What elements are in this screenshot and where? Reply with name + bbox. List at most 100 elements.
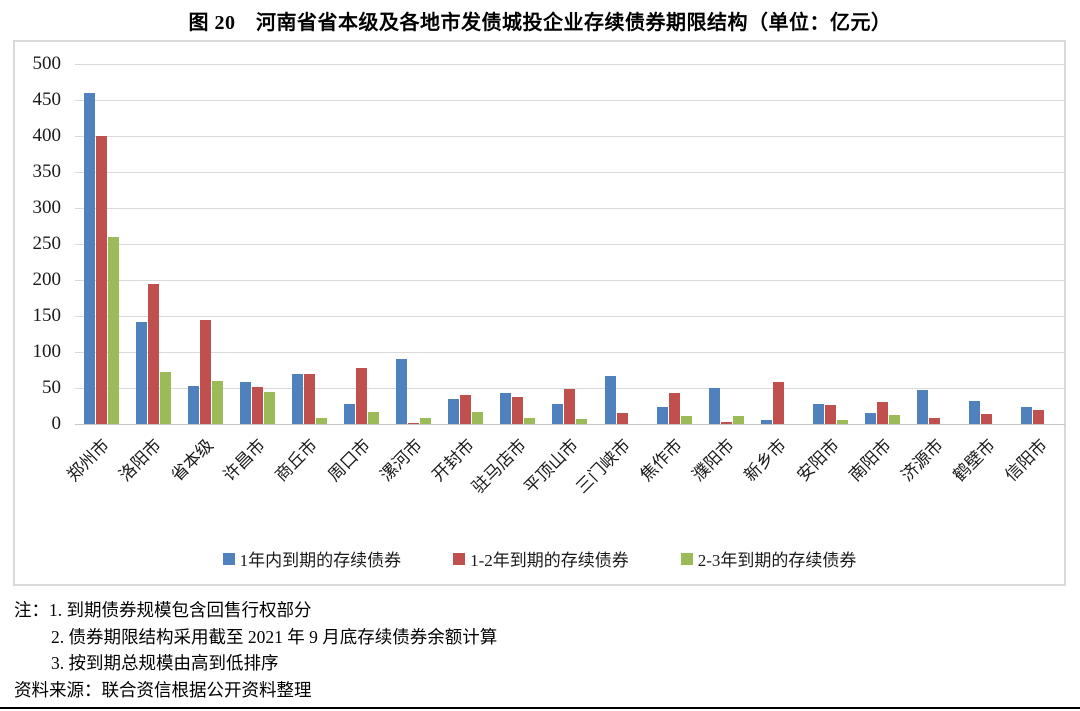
y-axis-tick-label: 50 [42,377,61,398]
bar-group [1013,64,1065,424]
bar [95,136,107,424]
legend-item: 1年内到期的存续债券 [222,546,401,571]
y-axis-tick-label: 500 [32,53,62,74]
chart-frame: 1年内到期的存续债券 1-2年到期的存续债券 2-3年到期的存续债券 0 50 100 1… [13,40,1066,586]
bar-group [961,64,1013,424]
bar [448,398,460,424]
x-axis-line [75,424,1065,425]
bar [656,406,668,424]
bar-group [804,64,856,424]
bar-group [648,64,700,424]
bar [147,283,159,424]
legend-swatch-icon [680,552,693,565]
plot-area [75,64,1065,425]
footnote-line: 3. 按到期总规模由高到低排序 [51,653,279,673]
bar [159,372,171,424]
bar [552,403,564,424]
legend-item: 2-3年到期的存续债券 [680,546,857,571]
y-axis-tick-label: 100 [32,341,62,362]
bar [865,413,877,424]
gridline [75,280,1065,281]
legend-label: 1-2年到期的存续债券 [470,551,629,570]
bar [187,385,199,424]
bar [239,382,251,424]
bar-group [388,64,440,424]
bar-group [440,64,492,424]
bar-group [283,64,335,424]
bar [263,391,275,424]
bar-group [336,64,388,424]
bar [917,390,929,424]
bar [564,388,576,424]
y-axis-tick-label: 150 [32,305,62,326]
bar [837,419,849,424]
bar [708,388,720,424]
bar [408,422,420,424]
bar [303,374,315,424]
bar [524,418,536,424]
legend-label: 2-3年到期的存续债券 [697,551,857,570]
y-axis-tick-label: 0 [51,413,62,434]
bar-group [544,64,596,424]
footnotes: 注：1. 到期债券规模包含回售行权部分 2. 债券期限结构采用截至 2021 年… [14,597,497,703]
bar [500,393,512,424]
bar-group [179,64,231,424]
gridline [75,352,1065,353]
bar [604,375,616,424]
y-axis-tick-label: 350 [32,161,62,182]
bar [420,417,432,424]
bar [760,420,772,424]
bar [813,403,825,424]
gridline [75,388,1065,389]
bar-group [857,64,909,424]
bar [396,359,408,424]
source-line: 资料来源：联合资信根据公开资料整理 [14,679,312,700]
bar [889,415,901,424]
gridline [75,100,1065,101]
bar-group [752,64,804,424]
legend-swatch-icon [222,552,235,565]
legend-item: 1-2年到期的存续债券 [453,546,629,571]
bar-group [492,64,544,424]
bar [772,382,784,424]
y-axis-tick-label: 300 [32,197,62,218]
bar [344,403,356,424]
gridline [75,244,1065,245]
gridline [75,316,1065,317]
y-axis-tick-label: 200 [32,269,62,290]
gridline [75,208,1065,209]
bar [83,92,95,424]
bar [199,320,211,424]
gridline [75,172,1065,173]
bar-group [909,64,961,424]
bar [969,400,981,424]
bar [1033,409,1045,424]
bar [251,386,263,424]
bar [576,418,588,424]
bar [680,416,692,424]
page-bottom-divider [0,707,1080,709]
bar [720,421,732,424]
y-axis-tick-label: 450 [32,89,62,110]
bar-group [231,64,283,424]
y-axis-tick-label: 250 [32,233,62,254]
chart-title: 图 20 河南省省本级及各地市发债城投企业存续债券期限结构（单位：亿元） [188,12,892,34]
bar-group [127,64,179,424]
bar [315,417,327,424]
bar [616,413,628,424]
bar [368,411,380,424]
bar [512,396,524,424]
bar [472,412,484,424]
bar [732,416,744,424]
bar [356,367,368,424]
gridline [75,64,1065,65]
bar [107,236,119,424]
bar [1021,407,1033,424]
bar [929,418,941,424]
bar [825,405,837,424]
bar-group [75,64,127,424]
chart-legend: 1年内到期的存续债券 1-2年到期的存续债券 2-3年到期的存续债券 [15,546,1064,571]
bar [981,413,993,424]
bar [460,395,472,424]
gridline [75,136,1065,137]
